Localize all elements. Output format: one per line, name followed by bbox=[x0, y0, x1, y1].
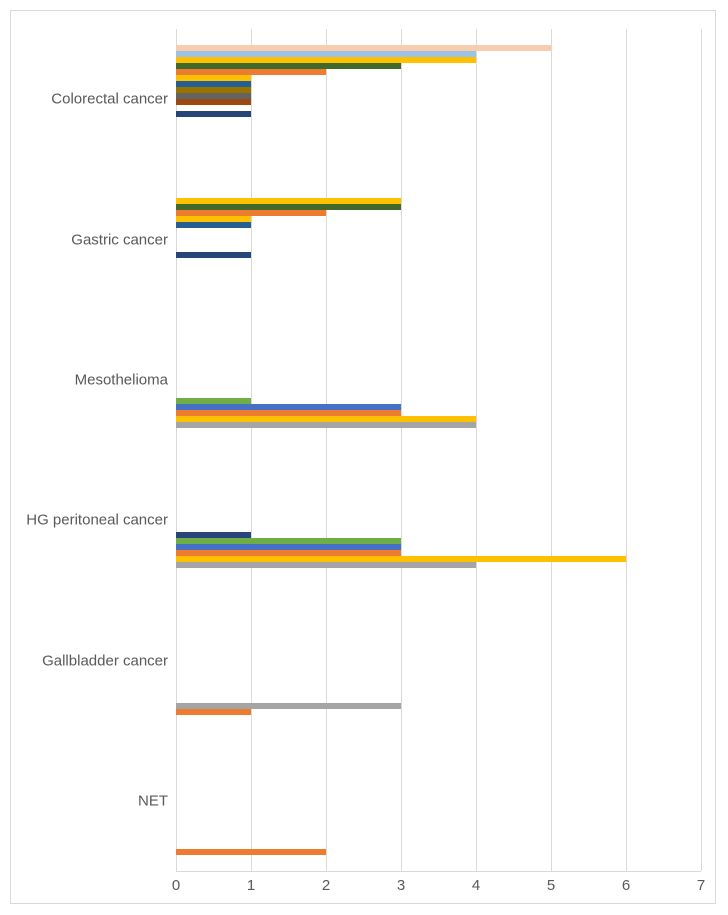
x-tick-label: 4 bbox=[472, 877, 480, 894]
bar bbox=[176, 99, 251, 105]
bar bbox=[176, 198, 401, 204]
bar bbox=[176, 416, 476, 422]
bar bbox=[176, 75, 251, 81]
bar bbox=[176, 222, 251, 228]
bar bbox=[176, 87, 251, 93]
bar bbox=[176, 703, 401, 709]
y-category-label: Gallbladder cancer bbox=[42, 652, 176, 669]
bar bbox=[176, 45, 551, 51]
x-axis-line bbox=[176, 871, 701, 872]
x-tick-label: 1 bbox=[247, 877, 255, 894]
bar bbox=[176, 81, 251, 87]
x-gridline bbox=[551, 29, 552, 871]
bar bbox=[176, 93, 251, 99]
bar bbox=[176, 422, 476, 428]
bar bbox=[176, 204, 401, 210]
bar bbox=[176, 216, 251, 222]
x-tick-label: 3 bbox=[397, 877, 405, 894]
x-gridline bbox=[626, 29, 627, 871]
bar bbox=[176, 709, 251, 715]
bar bbox=[176, 849, 326, 855]
bar bbox=[176, 562, 476, 568]
y-category-label: Mesothelioma bbox=[75, 371, 176, 388]
bar bbox=[176, 63, 401, 69]
bar bbox=[176, 410, 401, 416]
x-gridline bbox=[701, 29, 702, 871]
y-category-label: HG peritoneal cancer bbox=[26, 512, 176, 529]
x-tick-label: 0 bbox=[172, 877, 180, 894]
x-gridline bbox=[251, 29, 252, 871]
plot-area: 01234567NETGallbladder cancerHG peritone… bbox=[176, 29, 701, 871]
bar bbox=[176, 51, 476, 57]
x-gridline bbox=[326, 29, 327, 871]
bar bbox=[176, 210, 326, 216]
bar bbox=[176, 57, 476, 63]
y-category-label: Gastric cancer bbox=[71, 231, 176, 248]
bar bbox=[176, 550, 401, 556]
bar bbox=[176, 252, 251, 258]
bar bbox=[176, 69, 326, 75]
x-tick-label: 6 bbox=[622, 877, 630, 894]
bar bbox=[176, 111, 251, 117]
chart-frame: 0 1 2 3 4 5 6 7 NET Gallbladder cancer HG peritone… bbox=[10, 10, 716, 904]
x-gridline bbox=[176, 29, 177, 871]
x-tick-label: 7 bbox=[697, 877, 705, 894]
bar bbox=[176, 532, 251, 538]
bar bbox=[176, 556, 626, 562]
bar bbox=[176, 544, 401, 550]
y-category-label: Colorectal cancer bbox=[51, 91, 176, 108]
x-gridline bbox=[401, 29, 402, 871]
x-tick-label: 2 bbox=[322, 877, 330, 894]
bar bbox=[176, 538, 401, 544]
x-tick-label: 5 bbox=[547, 877, 555, 894]
bar bbox=[176, 404, 401, 410]
x-gridline bbox=[476, 29, 477, 871]
bar bbox=[176, 398, 251, 404]
y-category-label: NET bbox=[138, 792, 176, 809]
